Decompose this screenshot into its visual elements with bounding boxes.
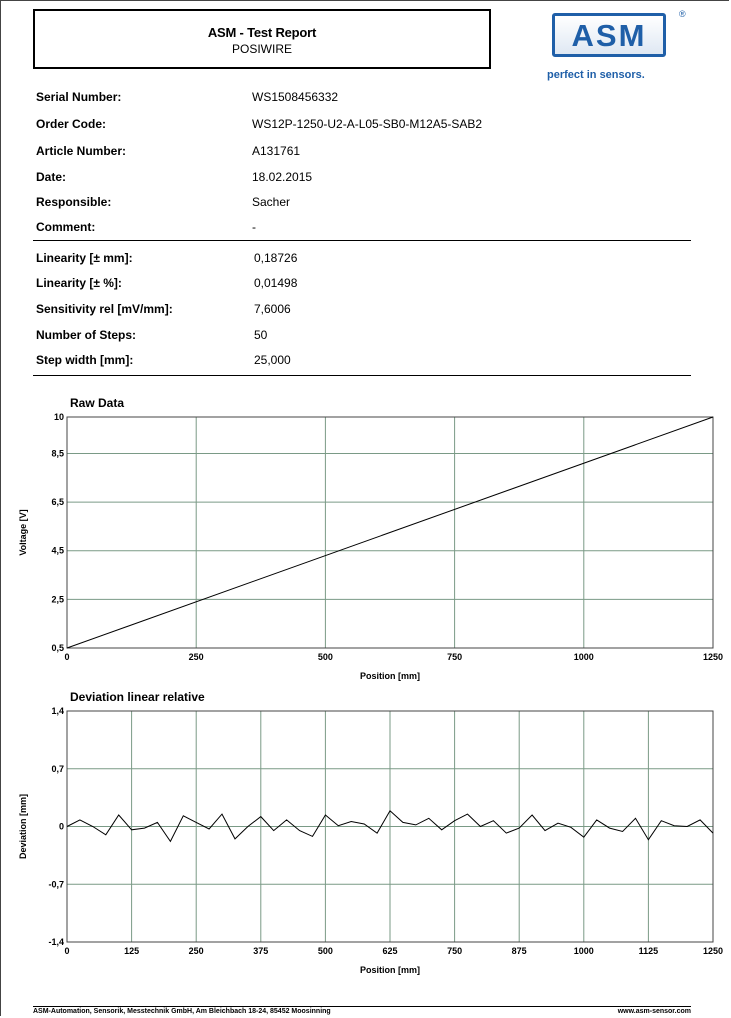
info-value: A131761 (252, 144, 301, 158)
info-value: WS12P-1250-U2-A-L05-SB0-M12A5-SAB2 (252, 117, 483, 131)
result-label: Linearity [± %]: (36, 276, 122, 290)
report-title-box: ASM - Test Report POSIWIRE (33, 9, 491, 69)
dev-x-tick-label: 250 (189, 946, 204, 956)
raw-y-tick-label: 10 (54, 412, 64, 422)
footer-divider (33, 1006, 691, 1007)
dev-x-axis-label: Position [mm] (360, 965, 420, 975)
result-value: 50 (254, 328, 268, 342)
registered-mark: ® (679, 9, 686, 19)
dev-x-tick-label: 0 (64, 946, 69, 956)
dev-x-tick-label: 375 (253, 946, 268, 956)
result-value: 7,6006 (254, 302, 291, 316)
result-label: Sensitivity rel [mV/mm]: (36, 302, 173, 316)
raw-y-tick-label: 6,5 (51, 497, 64, 507)
dev-y-tick-label: 1,4 (51, 706, 64, 716)
dev-x-tick-label: 1000 (574, 946, 594, 956)
result-value: 0,01498 (254, 276, 298, 290)
result-label: Step width [mm]: (36, 353, 134, 367)
info-label: Date: (36, 170, 67, 184)
dev-x-tick-label: 1125 (639, 946, 659, 956)
raw-y-tick-label: 8,5 (51, 448, 64, 458)
raw-x-tick-label: 1250 (703, 652, 723, 662)
info-label: Responsible: (36, 195, 112, 209)
result-label: Number of Steps: (36, 328, 137, 342)
info-value: - (252, 220, 256, 234)
raw-chart-title: Raw Data (70, 396, 124, 410)
info-label: Comment: (36, 220, 96, 234)
dev-x-tick-label: 125 (124, 946, 139, 956)
raw-x-tick-label: 0 (64, 652, 69, 662)
dev-series-line (66, 810, 714, 843)
raw-y-tick-label: 0,5 (51, 643, 64, 653)
footer-address: ASM-Automation, Sensorik, Messtechnik Gm… (33, 1008, 331, 1015)
info-value: Sacher (252, 195, 291, 209)
dev-x-tick-label: 1250 (703, 946, 723, 956)
logo-tagline: perfect in sensors. (547, 69, 645, 81)
raw-y-axis-label: Voltage [V] (18, 509, 28, 555)
result-value: 25,000 (254, 353, 291, 367)
raw-x-tick-label: 750 (447, 652, 462, 662)
report-title: ASM - Test Report (207, 25, 317, 40)
info-value: WS1508456332 (252, 90, 339, 104)
info-label: Serial Number: (36, 90, 122, 104)
dev-y-tick-label: -0,7 (48, 879, 64, 889)
dev-chart-title: Deviation linear relative (70, 690, 205, 704)
info-label: Article Number: (36, 144, 127, 158)
raw-x-tick-label: 1000 (574, 652, 594, 662)
report-subtitle: POSIWIRE (231, 42, 292, 56)
dev-y-tick-label: 0 (59, 822, 64, 832)
divider (33, 240, 691, 241)
dev-x-tick-label: 750 (447, 946, 462, 956)
divider (33, 375, 691, 376)
dev-y-tick-label: -1,4 (48, 937, 64, 947)
dev-x-tick-label: 875 (512, 946, 527, 956)
footer-website: www.asm-sensor.com (617, 1008, 691, 1015)
dev-x-tick-label: 500 (318, 946, 333, 956)
asm-logo: ASM ® perfect in sensors. (540, 9, 690, 89)
info-value: 18.02.2015 (252, 170, 313, 184)
raw-x-axis-label: Position [mm] (360, 671, 420, 681)
logo-frame: ASM (552, 13, 666, 57)
dev-y-axis-label: Deviation [mm] (18, 794, 28, 859)
raw-series-line (66, 416, 714, 649)
raw-plot-frame (66, 416, 714, 649)
raw-x-tick-label: 500 (318, 652, 333, 662)
dev-y-tick-label: 0,7 (51, 764, 64, 774)
info-label: Order Code: (36, 117, 107, 131)
raw-y-tick-label: 2,5 (51, 594, 64, 604)
logo-wordmark: ASM (571, 18, 647, 53)
dev-x-tick-label: 625 (382, 946, 397, 956)
raw-x-tick-label: 250 (189, 652, 204, 662)
result-value: 0,18726 (254, 251, 298, 265)
raw-y-tick-label: 4,5 (51, 546, 64, 556)
result-label: Linearity [± mm]: (36, 251, 133, 265)
